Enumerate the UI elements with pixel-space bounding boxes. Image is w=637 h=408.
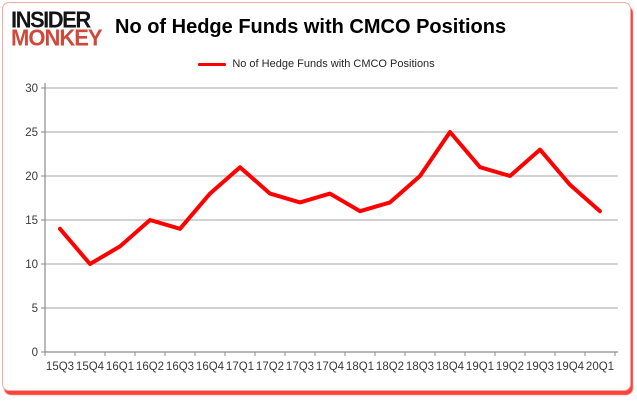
x-tick-label: 19Q1 [466,361,494,373]
x-tick-label: 19Q2 [496,361,524,373]
logo-text-monkey: MONKEY [11,25,103,52]
x-tick-label: 19Q4 [556,361,585,373]
line-chart-plot: 0 5 10 15 20 25 30 15Q3 15Q4 16Q1 16Q2 16Q3 16Q4 17Q1… [25,83,618,373]
insider-monkey-logo: INSIDER MONKEY [11,6,103,52]
x-tick-label: 17Q3 [286,361,314,373]
y-tick-label: 30 [25,83,38,95]
legend-label: No of Hedge Funds with CMCO Positions [232,58,435,70]
chart-title: No of Hedge Funds with CMCO Positions [115,16,507,38]
y-tick-label: 20 [25,171,38,183]
series-line [58,130,602,266]
y-tick-label: 25 [25,127,38,139]
x-tick-label: 16Q4 [196,361,225,373]
y-tick-label: 5 [32,303,38,315]
x-tick-label: 18Q2 [376,361,404,373]
x-tick-label: 18Q3 [406,361,434,373]
x-tick-label: 16Q2 [136,361,164,373]
x-tick-label: 15Q4 [76,361,105,373]
x-tick-label: 17Q2 [256,361,284,373]
y-tick-label: 0 [32,347,38,359]
y-tick-label: 15 [25,215,38,227]
x-tick-label: 15Q3 [46,361,74,373]
logo-text-insider: INSIDER [11,6,91,33]
x-tick-label: 17Q4 [316,361,345,373]
x-tick-label: 20Q1 [586,361,614,373]
chart-legend: No of Hedge Funds with CMCO Positions [3,58,630,70]
chart-card: INSIDER MONKEY No of Hedge Funds with CM… [2,2,631,391]
x-tick-label: 18Q4 [436,361,465,373]
legend-line-swatch [198,62,227,66]
x-tick-label: 19Q3 [526,361,554,373]
y-tick-label: 10 [25,259,38,271]
x-tick-label: 16Q1 [106,361,134,373]
x-tick-label: 18Q1 [346,361,374,373]
x-tick-label: 16Q3 [166,361,194,373]
x-tick-label: 17Q1 [226,361,254,373]
